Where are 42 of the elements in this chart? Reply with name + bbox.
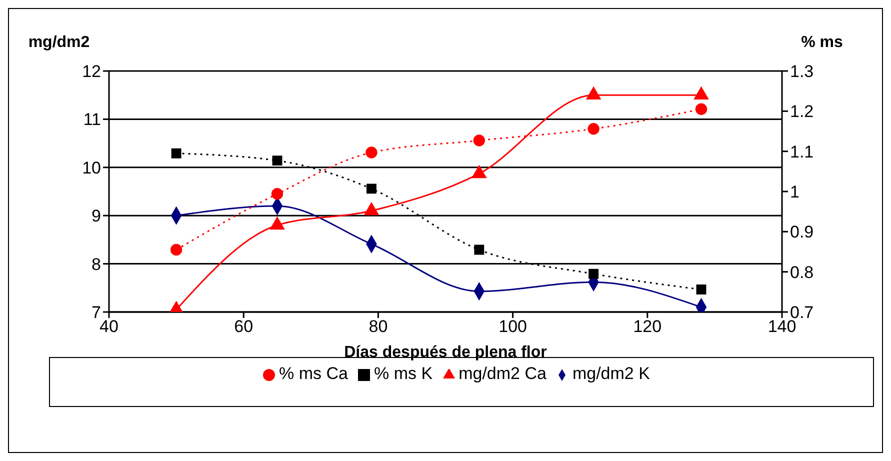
point xyxy=(366,184,376,194)
y-tick-label: 12 xyxy=(82,62,101,82)
y2-tick-label: 1.1 xyxy=(790,142,814,162)
point xyxy=(170,244,182,256)
x-tick-label: 60 xyxy=(234,317,254,336)
y2-tick-label: 0.9 xyxy=(790,222,814,242)
y-tick-label: 9 xyxy=(92,206,101,226)
y-tick-label: 7 xyxy=(92,303,101,322)
legend-label: mg/dm2 Ca xyxy=(458,364,546,383)
point xyxy=(364,202,379,216)
x-tick-label: 100 xyxy=(498,317,527,336)
x-tick-label: 40 xyxy=(100,317,118,336)
x-tick-label: 80 xyxy=(368,317,388,336)
point xyxy=(270,216,285,230)
x-tick-label: 140 xyxy=(768,317,796,336)
point xyxy=(472,165,486,178)
y-tick-label: 11 xyxy=(83,110,101,130)
point xyxy=(366,146,378,158)
y2-tick-label: 0.8 xyxy=(790,262,814,282)
legend-label: % ms Ca xyxy=(279,364,348,383)
point xyxy=(474,244,484,255)
legend-label: % ms K xyxy=(374,364,433,383)
x-axis-title: Días después de plena flor xyxy=(344,344,547,361)
y2-tick-label: 1.3 xyxy=(790,62,814,82)
y-tick-label: 10 xyxy=(82,158,101,178)
y2-axis-title: % ms xyxy=(801,34,843,51)
point xyxy=(271,188,284,200)
point xyxy=(695,103,708,115)
point xyxy=(586,86,601,100)
y2-tick-label: 1.2 xyxy=(790,102,814,122)
point xyxy=(171,148,182,158)
point xyxy=(694,86,709,100)
point xyxy=(696,284,706,294)
legend-label: mg/dm2 K xyxy=(572,364,650,383)
point xyxy=(588,123,600,135)
x-tick-label: 120 xyxy=(633,317,662,336)
point xyxy=(588,268,599,279)
point xyxy=(473,134,485,146)
y2-tick-label: 1 xyxy=(790,182,800,202)
y-axis-title: mg/dm2 xyxy=(28,34,90,51)
y-tick-label: 8 xyxy=(92,254,101,274)
point xyxy=(272,156,282,166)
